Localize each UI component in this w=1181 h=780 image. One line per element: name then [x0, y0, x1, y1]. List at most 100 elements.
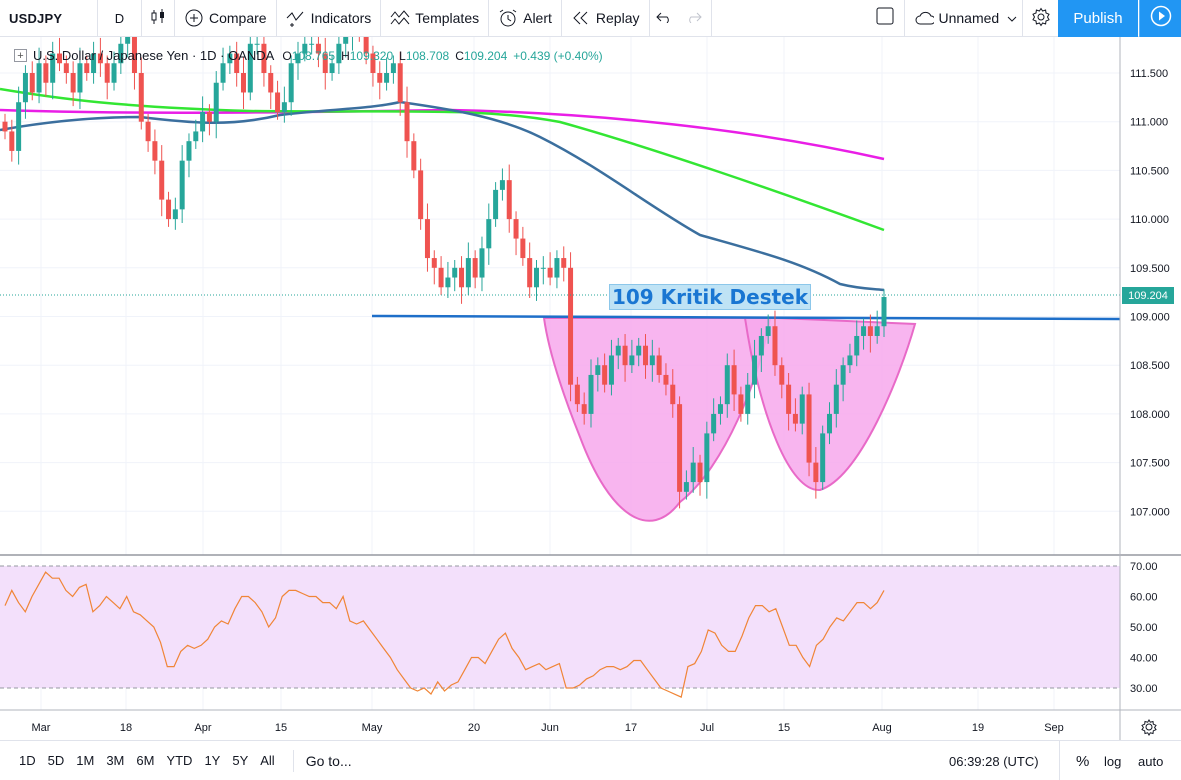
candle-down [622, 334, 628, 382]
candle-down [438, 256, 444, 296]
candle-up [479, 236, 485, 292]
time-axis[interactable]: Mar 18 Apr 15 May 20 Jun 17 Jul 15 Aug 19 Sep [32, 722, 1064, 734]
price-tick: 110.000 [1130, 214, 1169, 226]
candle-down [779, 357, 785, 399]
candle-down [867, 314, 873, 353]
candle-down [806, 382, 812, 477]
candle-up [588, 359, 594, 428]
rsi-tick: 60.00 [1130, 592, 1158, 604]
range-all[interactable]: All [260, 753, 275, 768]
range-6m[interactable]: 6M [136, 753, 155, 768]
gear-icon [1031, 7, 1051, 30]
candle-up [172, 197, 178, 230]
alert-button[interactable]: Alert [489, 0, 562, 37]
percent-toggle[interactable]: % [1076, 752, 1090, 770]
replay-button[interactable]: Replay [562, 0, 650, 37]
candle-up [840, 357, 846, 402]
templates-button[interactable]: Templates [381, 0, 490, 37]
expand-legend-icon[interactable]: + [14, 49, 27, 62]
auto-toggle[interactable]: auto [1138, 753, 1164, 769]
candle-up [118, 37, 124, 74]
chart-style-button[interactable] [142, 0, 175, 37]
candle-down [370, 45, 376, 87]
candle-up [820, 425, 826, 490]
candle-down [643, 334, 649, 379]
candle-down [663, 363, 669, 396]
interval-selector[interactable]: D [98, 0, 142, 37]
candle-up [50, 41, 56, 100]
candle-up [752, 339, 758, 399]
cup-left[interactable] [542, 317, 772, 522]
candle-up [683, 470, 689, 500]
time-tick: Apr [194, 722, 211, 734]
candle-down [581, 392, 587, 425]
time-tick: Jul [700, 722, 714, 734]
price-tick: 111.500 [1130, 68, 1168, 80]
legend-open: O108.765 [282, 49, 335, 63]
range-buttons: 1D 5D 1M 3M 6M YTD 1Y 5Y All [13, 753, 281, 768]
range-3m[interactable]: 3M [106, 753, 125, 768]
candle-down [70, 61, 76, 107]
candle-down [57, 37, 63, 72]
range-1d[interactable]: 1D [19, 753, 36, 768]
cup-right[interactable] [743, 317, 917, 492]
rsi-tick: 50.00 [1130, 622, 1158, 634]
support-annotation[interactable]: 109 Kritik Destek [609, 284, 811, 310]
candle-up [452, 260, 458, 292]
redo-button[interactable] [678, 0, 712, 37]
play-button[interactable] [1139, 0, 1181, 37]
candle-up [91, 41, 97, 84]
candle-up [302, 37, 308, 62]
candle-down [2, 113, 8, 140]
range-5d[interactable]: 5D [47, 753, 65, 768]
range-1m[interactable]: 1M [76, 753, 95, 768]
candle-down [131, 37, 137, 90]
indicators-button[interactable]: Indicators [277, 0, 382, 37]
compare-label: Compare [209, 10, 267, 26]
chart-area[interactable]: 111.500 111.000 110.500 110.000 109.500 109.0… [0, 37, 1181, 740]
undo-button[interactable] [650, 0, 678, 37]
candle-down [404, 86, 410, 158]
legend-low: L108.708 [399, 49, 449, 63]
candle-up [220, 47, 226, 91]
candle-down [520, 226, 526, 266]
settings-icon[interactable] [1141, 719, 1157, 736]
candle-up [36, 47, 42, 104]
candle-up [343, 37, 349, 58]
time-tick: 19 [972, 722, 984, 734]
candle-down [84, 55, 90, 81]
log-toggle[interactable]: log [1104, 753, 1122, 769]
candle-down [424, 203, 430, 272]
settings-button[interactable] [1023, 0, 1061, 37]
range-5y[interactable]: 5Y [232, 753, 249, 768]
range-ytd[interactable]: YTD [166, 753, 193, 768]
rsi-tick: 70.00 [1130, 561, 1158, 573]
ma-blue [0, 100, 885, 292]
layout-menu[interactable]: Unnamed [905, 0, 1023, 37]
goto-button[interactable]: Go to... [292, 749, 352, 772]
candle-down [9, 119, 15, 162]
clock[interactable]: 06:39:28 (UTC) [949, 753, 1039, 769]
square-icon[interactable] [876, 7, 894, 30]
candle-down [431, 250, 437, 285]
publish-button[interactable]: Publish [1058, 0, 1138, 37]
support-line[interactable] [371, 314, 1121, 321]
candle-up [690, 447, 696, 493]
compare-button[interactable]: Compare [175, 0, 277, 37]
alarm-clock-icon [498, 8, 518, 28]
price-axis[interactable]: 111.500 111.000 110.500 110.000 109.500 109.0… [1130, 68, 1170, 518]
range-1y[interactable]: 1Y [204, 753, 221, 768]
price-tick: 109.000 [1130, 312, 1170, 324]
candle-down [738, 386, 744, 422]
redo-icon [686, 10, 702, 26]
legend-title: U.S. Dollar / Japanese Yen · 1D · OANDA [33, 48, 275, 63]
low-label: L [399, 48, 406, 63]
candle-down [43, 55, 49, 97]
play-icon [1150, 5, 1172, 32]
symbol-search[interactable]: USDJPY [0, 0, 98, 37]
candle-down [506, 164, 512, 233]
rsi-axis[interactable]: 70.00 60.00 50.00 40.00 30.00 [1130, 561, 1158, 695]
price-tick: 108.000 [1130, 409, 1170, 421]
candle-up [336, 37, 342, 74]
candle-down [568, 252, 574, 402]
